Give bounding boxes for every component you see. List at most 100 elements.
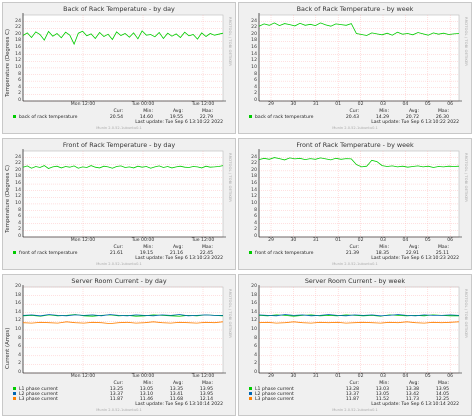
- y-tick-label: 12: [251, 194, 257, 200]
- stat-value: 20.72: [405, 115, 419, 120]
- x-tick-label: 31: [312, 238, 319, 243]
- stat-header: Cur:: [113, 109, 123, 114]
- y-tick-label: 10: [15, 64, 21, 70]
- x-tick-label: 31: [312, 102, 319, 107]
- y-tick-label: 8: [18, 335, 21, 341]
- last-update: Last update: Tue Sep 6 13:10:22 2022: [135, 120, 223, 125]
- legend-swatch: [13, 392, 16, 395]
- stat-header: Cur:: [113, 245, 123, 250]
- y-tick-label: 16: [15, 181, 21, 187]
- legend-swatch: [249, 392, 252, 395]
- y-tick-label: 0: [254, 98, 257, 103]
- y-tick-label: 22: [251, 25, 257, 31]
- series-line: [22, 321, 224, 325]
- y-tick-label: 4: [18, 352, 21, 358]
- rrdtool-credit-label: RRDTOOL / TOBI OETIKER: [464, 289, 469, 338]
- legend-entry: L1 phase current: [13, 387, 58, 392]
- y-tick-label: 12: [251, 58, 257, 64]
- x-tick-label: 06: [447, 102, 454, 107]
- stat-value: 26.30: [435, 115, 449, 120]
- legend-swatch: [13, 251, 16, 254]
- series-line: [258, 157, 460, 168]
- x-tick-label: 01: [335, 238, 342, 243]
- x-tick-label: 04: [402, 374, 409, 379]
- graph-panel: Front of Rack Temperature - by week 24 22 2…: [238, 138, 472, 270]
- stat-value: 13.05: [375, 392, 389, 397]
- y-tick-label: 24: [15, 18, 21, 24]
- y-tick-label: 4: [254, 220, 257, 226]
- legend-entry: L1 phase current: [249, 387, 294, 392]
- stat-value: 13.95: [199, 392, 213, 397]
- munin-version: Munin 2.0.52-1ubuntu0.1: [332, 262, 378, 266]
- y-tick-label: 2: [254, 227, 257, 233]
- munin-version: Munin 2.0.52-1ubuntu0.1: [96, 262, 142, 266]
- graph-title: Server Room Current - by day: [71, 277, 167, 285]
- legend-swatch: [249, 251, 252, 254]
- x-tick-label: 29: [268, 102, 274, 107]
- x-tick-label: Tue 00:00: [131, 102, 155, 107]
- y-tick-label: 22: [15, 25, 21, 31]
- x-tick-label: Mon 12:00: [70, 374, 96, 379]
- y-tick-label: 20: [251, 167, 257, 173]
- rrdtool-credit-label: RRDTOOL / TOBI OETIKER: [228, 289, 233, 338]
- x-tick-label: 03: [380, 374, 386, 379]
- x-tick-label: 30: [290, 102, 297, 107]
- stat-value: 11.87: [345, 397, 359, 402]
- y-tick-label: 8: [254, 207, 257, 213]
- stat-value: 18.35: [375, 251, 389, 256]
- x-tick-label: 01: [335, 374, 342, 379]
- legend-swatch: [249, 387, 252, 390]
- y-tick-label: 18: [15, 292, 21, 298]
- graph-panel: Front of Rack Temperature - by day 24 22 20…: [2, 138, 236, 270]
- stat-header: Avg:: [408, 245, 419, 250]
- series-line: [22, 30, 224, 46]
- y-axis-label: Current (Amps): [5, 327, 11, 369]
- x-tick-label: Mon 12:00: [70, 102, 96, 107]
- y-tick-label: 6: [254, 344, 257, 350]
- last-update: Last update: Tue Sep 6 13:10:23 2022: [135, 256, 223, 261]
- stat-header: Max:: [201, 109, 213, 114]
- x-tick-label: Tue 12:00: [191, 238, 215, 243]
- stat-value: 11.46: [139, 397, 153, 402]
- y-tick-label: 2: [18, 361, 21, 367]
- y-tick-label: 18: [15, 38, 21, 44]
- last-update: Last update: Tue Sep 6 13:10:14 2022: [371, 402, 459, 407]
- y-tick-label: 18: [251, 38, 257, 44]
- y-tick-label: 12: [15, 58, 21, 64]
- series-line: [22, 165, 224, 169]
- y-tick-label: 14: [15, 309, 21, 315]
- graph-canvas: [22, 285, 226, 374]
- x-tick-label: 02: [357, 238, 364, 243]
- y-tick-label: 10: [251, 200, 257, 206]
- legend-entry: front of rack temperature: [249, 251, 314, 256]
- legend-label: L2 phase current: [255, 392, 294, 397]
- y-tick-label: 14: [251, 187, 257, 193]
- munin-version: Munin 2.0.52-1ubuntu0.1: [96, 408, 142, 412]
- y-tick-label: 12: [15, 194, 21, 200]
- stat-value: 21.61: [109, 251, 123, 256]
- y-tick-label: 20: [251, 284, 257, 289]
- stat-value: 12.25: [435, 397, 449, 402]
- y-tick-label: 22: [15, 161, 21, 167]
- legend-label: L1 phase current: [255, 387, 294, 392]
- stat-header: Avg:: [172, 381, 183, 386]
- y-tick-label: 10: [251, 327, 257, 332]
- legend-entry: back of rack temperature: [249, 115, 314, 120]
- stat-header: Min:: [143, 381, 153, 386]
- x-tick-label: 02: [357, 374, 364, 379]
- y-tick-label: 20: [15, 284, 21, 289]
- y-tick-label: 12: [15, 318, 21, 324]
- stat-value: 11.73: [405, 397, 419, 402]
- y-tick-label: 16: [251, 301, 257, 307]
- stat-header: Max:: [437, 245, 449, 250]
- y-tick-label: 0: [254, 370, 257, 375]
- legend-label: back of rack temperature: [255, 115, 314, 120]
- stat-value: 21.39: [345, 251, 359, 256]
- y-tick-label: 6: [254, 78, 257, 84]
- graph-canvas: [258, 13, 462, 102]
- legend-swatch: [13, 115, 16, 118]
- x-tick-label: 05: [424, 374, 431, 379]
- stat-header: Avg:: [172, 245, 183, 250]
- y-tick-label: 0: [18, 370, 21, 375]
